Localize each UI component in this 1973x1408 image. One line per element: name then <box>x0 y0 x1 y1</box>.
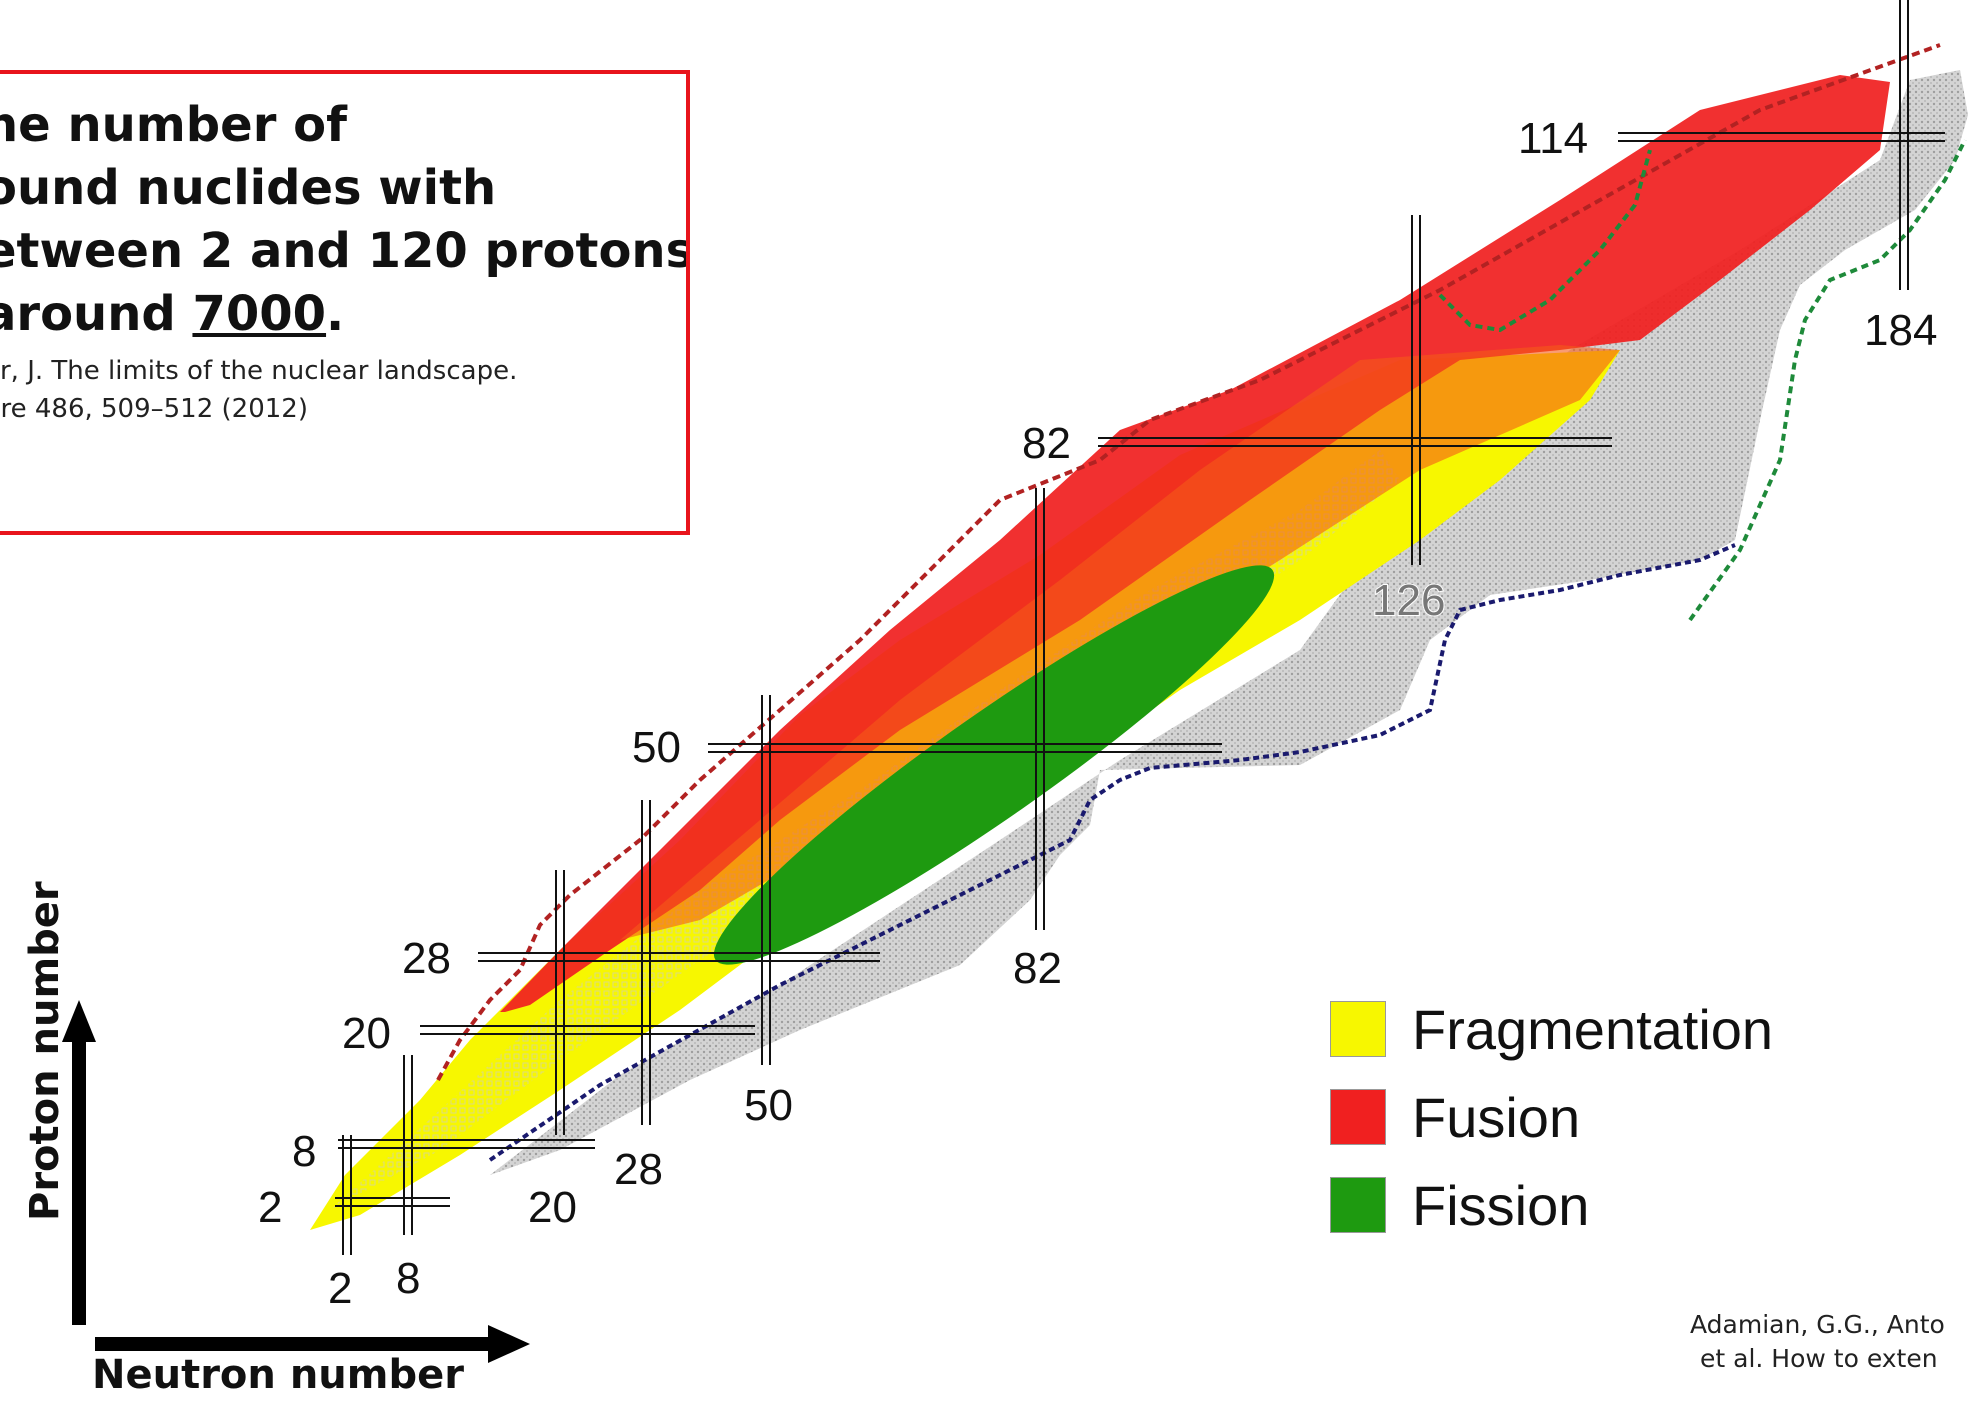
statement-text: he number of ound nuclides with etween 2… <box>0 94 690 346</box>
statement-line-2: ound nuclides with <box>0 160 497 216</box>
legend-label: Fission <box>1412 1173 1590 1237</box>
neutron-label-82: 82 <box>1013 944 1062 993</box>
fission-limit-line <box>1438 139 1967 622</box>
axis-arrows <box>62 1000 530 1363</box>
proton-label-114: 114 <box>1518 114 1588 163</box>
proton-magic-lines <box>335 132 1945 1207</box>
neutron-magic-labels: 2 8 20 28 50 82 126 184 <box>328 306 1937 1313</box>
proton-label-20: 20 <box>342 1009 391 1058</box>
fusion-swatch <box>1330 1089 1386 1145</box>
legend-item-fission: Fission <box>1330 1161 1773 1249</box>
legend-label: Fragmentation <box>1412 997 1774 1061</box>
source-citation-line-1: Adamian, G.G., Anto <box>1690 1310 1945 1339</box>
neutron-label-8: 8 <box>396 1254 420 1303</box>
neutron-label-50: 50 <box>744 1081 793 1130</box>
source-citation: Adamian, G.G., Anto et al. How to exten <box>1690 1308 1945 1376</box>
neutron-label-28: 28 <box>614 1145 663 1194</box>
neutron-label-20: 20 <box>528 1183 577 1232</box>
citation: er, J. The limits of the nuclear landsca… <box>0 352 517 428</box>
statement-line-1: he number of <box>0 97 347 153</box>
nuclide-count: 7000 <box>192 286 327 342</box>
neutron-magic-lines <box>342 0 1909 1255</box>
info-box: he number of ound nuclides with etween 2… <box>0 70 690 535</box>
fusion-region <box>500 75 1890 1012</box>
statement-prefix: around <box>0 286 193 342</box>
x-axis-title: Neutron number <box>92 1352 464 1398</box>
neutron-label-184: 184 <box>1864 306 1937 355</box>
legend-item-fusion: Fusion <box>1330 1073 1773 1161</box>
source-citation-line-2: et al. How to exten <box>1700 1344 1938 1373</box>
fission-region <box>713 565 1275 965</box>
unknown-nuclides-region <box>490 70 1968 1175</box>
statement-suffix: . <box>326 286 345 342</box>
proton-label-50: 50 <box>632 723 681 772</box>
citation-line-2: ure 486, 509–512 (2012) <box>0 394 308 424</box>
neutron-dripline <box>488 543 1736 1162</box>
neutron-label-126: 126 <box>1372 576 1445 625</box>
legend: Fragmentation Fusion Fission <box>1330 985 1773 1249</box>
legend-label: Fusion <box>1412 1085 1581 1149</box>
statement-line-4: around 7000. <box>0 283 686 346</box>
proton-label-2: 2 <box>258 1183 282 1232</box>
y-axis-title: Proton number <box>22 881 68 1221</box>
proton-dripline <box>436 43 1941 1081</box>
neutron-label-2: 2 <box>328 1264 352 1313</box>
fragmentation-swatch <box>1330 1001 1386 1057</box>
legend-item-fragmentation: Fragmentation <box>1330 985 1773 1073</box>
statement-line-3: etween 2 and 120 protons <box>0 223 690 279</box>
proton-label-82: 82 <box>1022 419 1071 468</box>
citation-line-1: er, J. The limits of the nuclear landsca… <box>0 356 518 386</box>
proton-magic-labels: 2 8 20 28 50 82 114 <box>258 114 1588 1232</box>
fission-swatch <box>1330 1177 1386 1233</box>
proton-label-8: 8 <box>292 1127 316 1176</box>
proton-label-28: 28 <box>402 934 451 983</box>
